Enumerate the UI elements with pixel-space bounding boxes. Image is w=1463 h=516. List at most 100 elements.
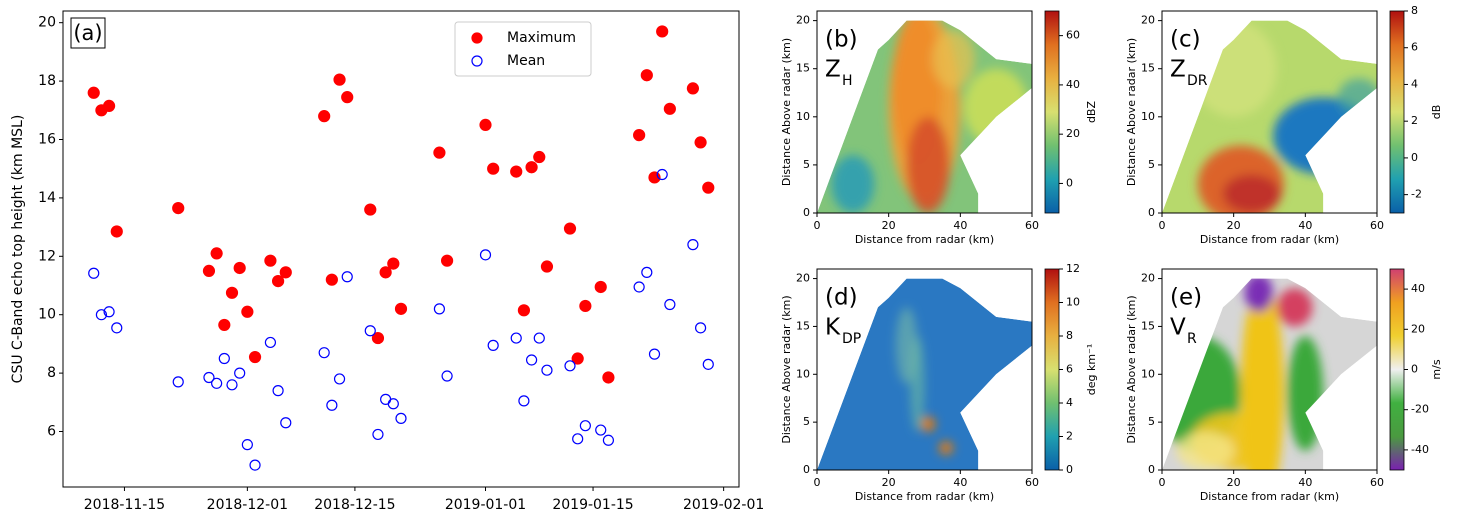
legend-label: Maximum <box>507 30 576 46</box>
data-point <box>202 264 216 278</box>
radar-field <box>1162 278 1377 470</box>
x-tick-label: 0 <box>1159 219 1166 232</box>
data-point <box>533 332 545 344</box>
data-point <box>226 379 238 391</box>
data-point <box>541 364 553 376</box>
y-tick-label: 5 <box>803 415 810 428</box>
data-point <box>210 247 223 260</box>
data-point <box>517 304 531 317</box>
data-point <box>533 150 546 164</box>
data-point <box>225 286 239 299</box>
data-point <box>102 99 116 113</box>
field-region <box>831 155 875 213</box>
y-tick-label: 16 <box>38 131 56 147</box>
data-point <box>525 161 538 174</box>
variable-subscript: R <box>1187 331 1197 347</box>
colorbar-tick-label: 0 <box>1066 463 1073 476</box>
data-point <box>687 239 699 251</box>
data-point <box>318 347 330 359</box>
colorbar-tick-label: 0 <box>1066 176 1073 189</box>
data-point <box>233 261 246 275</box>
colorbar-tick-label: 8 <box>1411 4 1418 17</box>
colorbar-tick-label: 4 <box>1066 396 1073 409</box>
colorbar-tick-label: 60 <box>1066 29 1080 42</box>
data-point <box>325 273 338 286</box>
legend-box <box>454 21 592 77</box>
field-region <box>938 441 954 455</box>
y-tick-label: 5 <box>803 158 810 171</box>
colorbar-tick-label: 6 <box>1411 41 1418 54</box>
x-tick-label: 20 <box>1227 219 1241 232</box>
data-point <box>440 254 454 267</box>
x-tick-label: 20 <box>882 219 896 232</box>
y-axis-label: Distance Above radar (km) <box>1125 38 1138 186</box>
variable-subscript: H <box>842 73 853 89</box>
colorbar-tick-label: 12 <box>1066 262 1080 275</box>
x-tick-label: 20 <box>1227 476 1241 489</box>
variable-label: Z <box>825 57 841 83</box>
data-point <box>379 266 392 279</box>
colorbar-tick-label: 0 <box>1411 363 1418 376</box>
data-point <box>372 428 384 441</box>
axes-frame <box>816 268 1033 471</box>
x-tick-label: 2018-12-01 <box>207 497 288 513</box>
data-point <box>641 266 653 278</box>
panel-label: (c) <box>1170 27 1201 53</box>
data-point <box>249 459 261 471</box>
data-point <box>487 339 499 351</box>
x-tick-label: 2018-12-15 <box>314 497 395 513</box>
data-point <box>110 225 123 238</box>
data-point <box>111 322 123 334</box>
field-region <box>963 68 1029 146</box>
field-region <box>1276 288 1313 327</box>
data-point <box>333 373 346 385</box>
colorbar-label: deg km⁻¹ <box>1085 344 1098 396</box>
data-point <box>364 203 377 216</box>
field-region <box>1222 174 1281 213</box>
x-tick-label: 2019-01-01 <box>445 497 526 513</box>
y-tick-label: 12 <box>38 248 56 264</box>
data-point <box>241 305 254 318</box>
data-point <box>364 325 376 337</box>
data-point <box>510 165 523 178</box>
x-tick-label: 40 <box>953 219 967 232</box>
data-point <box>394 302 408 315</box>
axes-frame <box>62 10 740 488</box>
data-point <box>172 202 185 215</box>
x-tick-label: 60 <box>1370 476 1384 489</box>
y-tick-label: 14 <box>38 190 56 206</box>
data-point <box>656 168 668 181</box>
x-tick-label: 60 <box>1025 476 1039 489</box>
data-point <box>211 377 223 389</box>
data-point <box>602 434 615 446</box>
y-tick-label: 0 <box>1148 206 1155 219</box>
colorbar-tick-label: 40 <box>1411 282 1425 295</box>
data-point <box>380 393 392 405</box>
y-tick-label: 15 <box>796 319 810 332</box>
data-point <box>279 266 292 279</box>
y-tick-label: 10 <box>1141 110 1155 123</box>
colorbar-tick-label: 20 <box>1411 322 1425 335</box>
data-point <box>564 360 576 372</box>
y-tick-label: 15 <box>1141 62 1155 75</box>
variable-label: V <box>1170 315 1186 341</box>
data-point <box>525 354 538 366</box>
data-point <box>218 352 230 365</box>
variable-label: Z <box>1170 57 1186 83</box>
x-tick-label: 40 <box>1298 219 1312 232</box>
panel-label: (d) <box>825 285 858 311</box>
data-point <box>341 91 354 104</box>
colorbar <box>1044 10 1060 214</box>
data-point <box>280 417 292 429</box>
data-point <box>563 222 577 235</box>
data-point <box>579 420 591 432</box>
y-axis-label: CSU C-Band echo top height (km MSL) <box>10 115 26 384</box>
y-tick-label: 18 <box>38 73 56 89</box>
field-region <box>931 30 975 88</box>
field-region <box>1240 278 1284 470</box>
y-tick-label: 20 <box>796 14 810 27</box>
data-point <box>264 254 277 267</box>
data-point <box>648 348 661 360</box>
colorbar-tick-label: 8 <box>1066 329 1073 342</box>
